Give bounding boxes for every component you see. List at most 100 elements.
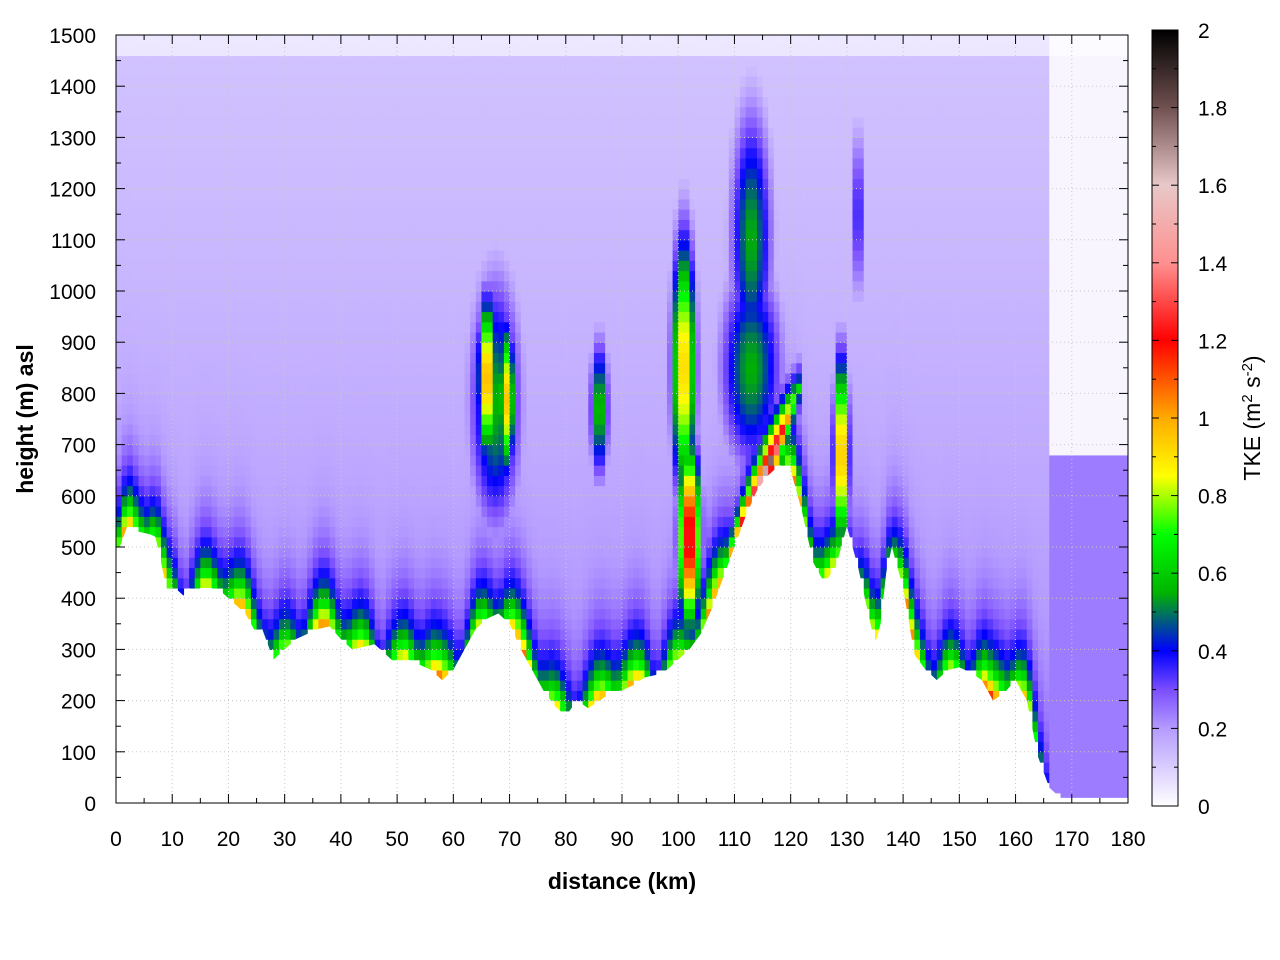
heatmap-cell <box>442 331 449 343</box>
heatmap-cell <box>582 209 589 220</box>
heatmap-cell <box>211 547 218 558</box>
heatmap-cell <box>205 577 213 589</box>
heatmap-cell <box>160 198 168 210</box>
heatmap-cell <box>453 280 460 292</box>
heatmap-cell <box>138 291 145 302</box>
heatmap-cell <box>363 424 370 435</box>
heatmap-cell <box>363 393 370 405</box>
heatmap-cell <box>307 321 314 333</box>
heatmap-cell <box>346 587 353 599</box>
heatmap-cell <box>329 147 336 159</box>
heatmap-cell <box>397 137 404 149</box>
heatmap-cell <box>245 342 252 354</box>
heatmap-cell <box>301 86 308 98</box>
heatmap-cell <box>250 393 258 405</box>
heatmap-cell <box>515 209 522 220</box>
heatmap-cell <box>481 557 488 569</box>
heatmap-cell <box>475 444 483 456</box>
heatmap-cell <box>453 127 460 138</box>
heatmap-cell <box>290 331 297 343</box>
heatmap-cell <box>582 65 589 77</box>
heatmap-cell <box>436 291 443 302</box>
heatmap-cell <box>492 301 499 313</box>
heatmap-cell <box>543 209 550 220</box>
heatmap-cell <box>245 291 252 302</box>
heatmap-cell <box>577 669 584 681</box>
heatmap-cell <box>329 372 336 384</box>
heatmap-cell <box>295 352 303 364</box>
heatmap-cell <box>447 311 454 323</box>
heatmap-cell <box>481 372 488 384</box>
heatmap-cell <box>560 393 567 405</box>
heatmap-cell <box>318 383 325 394</box>
heatmap-cell <box>166 260 173 272</box>
heatmap-cell <box>391 372 398 384</box>
heatmap-cell <box>374 178 381 190</box>
heatmap-cell <box>217 65 224 77</box>
heatmap-cell <box>532 485 539 497</box>
heatmap-cell <box>498 383 505 394</box>
heatmap-cell <box>481 424 488 435</box>
heatmap-cell <box>447 168 454 179</box>
heatmap-cell <box>487 75 494 87</box>
heatmap-cell <box>363 321 370 333</box>
heatmap-cell <box>335 116 342 128</box>
heatmap-cell <box>582 137 589 149</box>
heatmap-cell <box>256 557 263 569</box>
heatmap-cell <box>149 127 156 138</box>
heatmap-cell <box>329 311 336 323</box>
heatmap-cell <box>250 198 258 210</box>
heatmap-cell <box>430 413 438 425</box>
heatmap-cell <box>464 209 471 220</box>
heatmap-cell <box>267 301 275 313</box>
heatmap-cell <box>340 188 348 200</box>
heatmap-cell <box>520 116 528 128</box>
heatmap-cell <box>554 209 561 220</box>
heatmap-cell <box>470 219 477 231</box>
heatmap-cell <box>458 547 466 558</box>
heatmap-cell <box>217 567 224 579</box>
heatmap-cell <box>526 547 533 558</box>
heatmap-cell <box>408 413 415 425</box>
heatmap-cell <box>582 229 589 241</box>
heatmap-cell <box>582 35 589 46</box>
heatmap-cell <box>577 413 584 425</box>
heatmap-cell <box>464 137 471 149</box>
heatmap-cell <box>548 413 556 425</box>
heatmap-cell <box>127 75 134 87</box>
heatmap-cell <box>582 516 589 528</box>
heatmap-cell <box>301 465 308 476</box>
heatmap-cell <box>380 250 387 261</box>
heatmap-cell <box>279 106 286 118</box>
heatmap-cell <box>234 270 241 282</box>
heatmap-cell <box>357 65 364 77</box>
heatmap-cell <box>363 628 370 640</box>
heatmap-cell <box>228 280 235 292</box>
heatmap-cell <box>273 137 280 149</box>
heatmap-cell <box>138 444 145 456</box>
heatmap-cell <box>503 209 511 220</box>
heatmap-cell <box>352 137 359 149</box>
heatmap-cell <box>324 260 331 272</box>
heatmap-cell <box>290 526 297 538</box>
heatmap-cell <box>571 331 578 343</box>
heatmap-cell <box>324 229 331 241</box>
heatmap-cell <box>211 454 218 466</box>
heatmap-cell <box>357 587 364 599</box>
heatmap-cell <box>194 383 201 394</box>
heatmap-cell <box>515 485 522 497</box>
heatmap-cell <box>352 424 359 435</box>
heatmap-cell <box>475 188 483 200</box>
heatmap-cell <box>324 219 331 231</box>
heatmap-cell <box>329 219 336 231</box>
heatmap-cell <box>352 536 359 548</box>
heatmap-cell <box>200 45 207 57</box>
heatmap-cell <box>329 362 336 374</box>
heatmap-cell <box>205 547 213 558</box>
heatmap-cell <box>267 485 275 497</box>
heatmap-cell <box>357 280 364 292</box>
heatmap-cell <box>402 260 409 272</box>
heatmap-cell <box>492 321 499 333</box>
heatmap-cell <box>183 465 190 476</box>
heatmap-cell <box>194 372 201 384</box>
